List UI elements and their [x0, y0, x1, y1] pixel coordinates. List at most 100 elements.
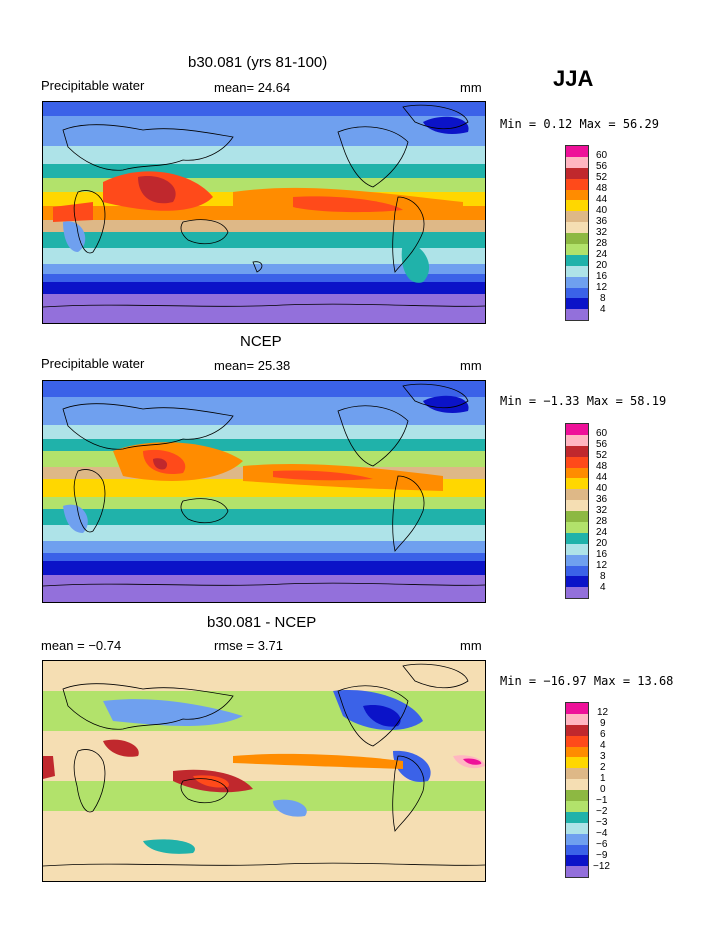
- colorbar-label: −1: [596, 795, 608, 806]
- colorbar-swatch: [566, 511, 588, 523]
- colorbar-label: 9: [600, 718, 606, 729]
- colorbar-label: 16: [596, 271, 608, 282]
- colorbar-label: 4: [600, 304, 606, 315]
- colorbar-label: 44: [596, 472, 608, 483]
- panel-3-colorbar: [565, 702, 589, 878]
- colorbar-swatch: [566, 178, 588, 190]
- colorbar-label: 4: [600, 740, 606, 751]
- colorbar-swatch: [566, 467, 588, 479]
- colorbar-swatch: [566, 233, 588, 245]
- colorbar-swatch: [566, 309, 588, 320]
- colorbar-label: 12: [596, 560, 608, 571]
- colorbar-label: 12: [597, 707, 609, 718]
- colorbar-label: 48: [596, 461, 608, 472]
- precipitable-water-ncep-map: [43, 381, 485, 602]
- colorbar-label: −4: [596, 828, 608, 839]
- colorbar-swatch: [566, 844, 588, 856]
- colorbar-swatch: [566, 554, 588, 566]
- season-label: JJA: [553, 66, 594, 91]
- colorbar-swatch: [566, 822, 588, 834]
- colorbar-swatch: [566, 500, 588, 512]
- colorbar-label: 52: [596, 172, 608, 183]
- colorbar-label: −2: [596, 806, 608, 817]
- colorbar-swatch: [566, 855, 588, 867]
- colorbar-label: −9: [596, 850, 608, 861]
- colorbar-swatch: [566, 156, 588, 168]
- colorbar-label: 36: [596, 494, 608, 505]
- colorbar-swatch: [566, 276, 588, 288]
- panel-2-mean: mean= 25.38: [214, 358, 291, 373]
- colorbar-swatch: [566, 543, 588, 555]
- colorbar-label: 24: [596, 249, 608, 260]
- colorbar-label: 40: [596, 483, 608, 494]
- colorbar-swatch: [566, 146, 588, 157]
- colorbar-swatch: [566, 576, 588, 588]
- colorbar-swatch: [566, 254, 588, 266]
- colorbar-label: 2: [600, 762, 606, 773]
- panel-1-minmax: Min = 0.12 Max = 56.29: [500, 117, 659, 131]
- colorbar-label: 56: [596, 439, 608, 450]
- panel-2-title: NCEP: [240, 333, 282, 350]
- colorbar-swatch: [566, 565, 588, 577]
- colorbar-swatch: [566, 746, 588, 758]
- colorbar-label: 40: [596, 205, 608, 216]
- panel-3-minmax: Min = −16.97 Max = 13.68: [500, 674, 674, 688]
- colorbar-label: 48: [596, 183, 608, 194]
- colorbar-swatch: [566, 298, 588, 310]
- colorbar-label: 6: [600, 729, 606, 740]
- colorbar-swatch: [566, 200, 588, 212]
- panel-3-unit: mm: [460, 638, 482, 653]
- colorbar-swatch: [566, 833, 588, 845]
- panel-2-minmax: Min = −1.33 Max = 58.19: [500, 394, 667, 408]
- panel-3-rmse: rmse = 3.71: [214, 638, 284, 653]
- colorbar-swatch: [566, 724, 588, 736]
- colorbar-label: −12: [593, 861, 610, 872]
- colorbar-swatch: [566, 434, 588, 446]
- colorbar-swatch: [566, 478, 588, 490]
- colorbar-swatch: [566, 532, 588, 544]
- colorbar-label: 4: [600, 582, 606, 593]
- colorbar-swatch: [566, 703, 588, 714]
- colorbar-label: 56: [596, 161, 608, 172]
- colorbar-swatch: [566, 445, 588, 457]
- colorbar-swatch: [566, 713, 588, 725]
- colorbar-swatch: [566, 790, 588, 802]
- colorbar-swatch: [566, 244, 588, 255]
- panel-1-title: b30.081 (yrs 81-100): [188, 54, 328, 71]
- colorbar-label: 60: [596, 428, 608, 439]
- colorbar-label: −6: [596, 839, 608, 850]
- panel-3-map: [42, 660, 486, 882]
- colorbar-label: 16: [596, 549, 608, 560]
- colorbar-label: 20: [596, 538, 608, 549]
- colorbar-swatch: [566, 735, 588, 747]
- colorbar-swatch: [566, 456, 588, 468]
- colorbar-swatch: [566, 424, 588, 435]
- colorbar-label: 20: [596, 260, 608, 271]
- colorbar-swatch: [566, 587, 588, 598]
- colorbar-label: −3: [596, 817, 608, 828]
- colorbar-label: 24: [596, 527, 608, 538]
- colorbar-label: 60: [596, 150, 608, 161]
- panel-2-colorbar: [565, 423, 589, 599]
- colorbar-label: 0: [600, 784, 606, 795]
- colorbar-swatch: [566, 522, 588, 533]
- colorbar-label: 32: [596, 227, 608, 238]
- colorbar-swatch: [566, 801, 588, 812]
- colorbar-label: 32: [596, 505, 608, 516]
- panel-2-unit: mm: [460, 358, 482, 373]
- panel-1-colorbar: [565, 145, 589, 321]
- colorbar-label: 52: [596, 450, 608, 461]
- colorbar-swatch: [566, 287, 588, 299]
- colorbar-label: 12: [596, 282, 608, 293]
- difference-map: [43, 661, 485, 881]
- colorbar-label: 3: [600, 751, 606, 762]
- panel-1-map: [42, 101, 486, 324]
- colorbar-swatch: [566, 779, 588, 791]
- colorbar-label: 28: [596, 516, 608, 527]
- panel-3-mean: mean = −0.74: [41, 638, 122, 653]
- panel-2-variable: Precipitable water: [41, 356, 145, 371]
- panel-1-mean: mean= 24.64: [214, 80, 291, 95]
- panel-1-unit: mm: [460, 80, 482, 95]
- colorbar-label: 8: [600, 571, 606, 582]
- colorbar-swatch: [566, 211, 588, 223]
